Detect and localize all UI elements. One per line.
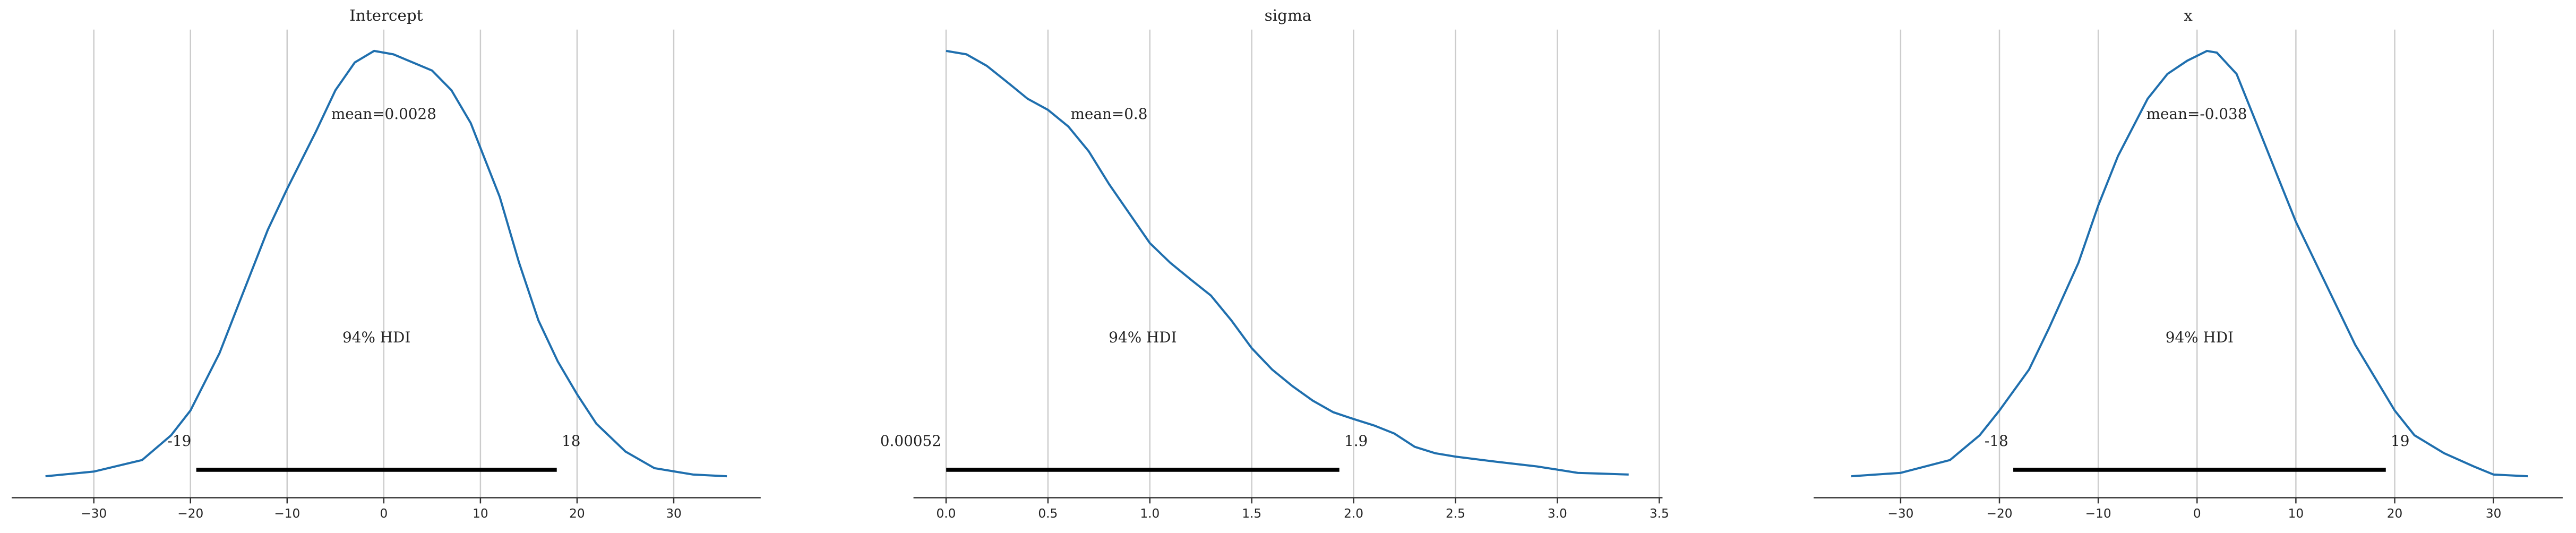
hdi-label: 94% HDI: [2166, 329, 2234, 346]
x-tick-label: −10: [274, 506, 300, 521]
x-tick-label: 20: [569, 506, 585, 521]
x-tick-label: 0.5: [1038, 506, 1058, 521]
x-tick-label: 0: [380, 506, 388, 521]
x-tick-label: 30: [666, 506, 682, 521]
x-tick-label: −20: [1987, 506, 2013, 521]
hdi-high-label: 1.9: [1344, 432, 1368, 450]
x-tick-label: −10: [2085, 506, 2111, 521]
panel-title: x: [2184, 6, 2193, 24]
x-tick-label: −20: [177, 506, 203, 521]
x-tick-label: 1.5: [1242, 506, 1261, 521]
x-tick-label: 30: [2486, 506, 2502, 521]
x-tick-label: 1.0: [1140, 506, 1160, 521]
x-tick-label: 0.0: [937, 506, 956, 521]
panel-title: sigma: [1265, 6, 1312, 24]
x-tick-label: 10: [2288, 506, 2304, 521]
x-tick-label: 3.0: [1548, 506, 1567, 521]
mean-label: mean=-0.038: [2146, 105, 2247, 123]
density-curve: [45, 49, 727, 478]
panel-title: Intercept: [349, 6, 423, 24]
hdi-low-label: -19: [168, 432, 192, 450]
density-curve: [946, 49, 1629, 476]
x-tick-label: −30: [1887, 506, 1913, 521]
hdi-label: 94% HDI: [1109, 329, 1177, 346]
mean-label: mean=0.0028: [331, 105, 436, 123]
hdi-label: 94% HDI: [342, 329, 410, 346]
x-tick-label: 2.0: [1344, 506, 1363, 521]
hdi-low-label: -18: [1985, 432, 2008, 450]
mean-label: mean=0.8: [1071, 105, 1148, 123]
x-tick-label: 20: [2387, 506, 2403, 521]
hdi-high-label: 19: [2391, 432, 2409, 450]
x-tick-label: 0: [2193, 506, 2201, 521]
density-curve: [1851, 49, 2528, 478]
hdi-high-label: 18: [562, 432, 580, 450]
hdi-low-label: 0.00052: [880, 432, 941, 450]
x-tick-label: −30: [81, 506, 107, 521]
x-tick-label: 3.5: [1650, 506, 1669, 521]
x-tick-label: 2.5: [1446, 506, 1465, 521]
x-tick-label: 10: [473, 506, 488, 521]
